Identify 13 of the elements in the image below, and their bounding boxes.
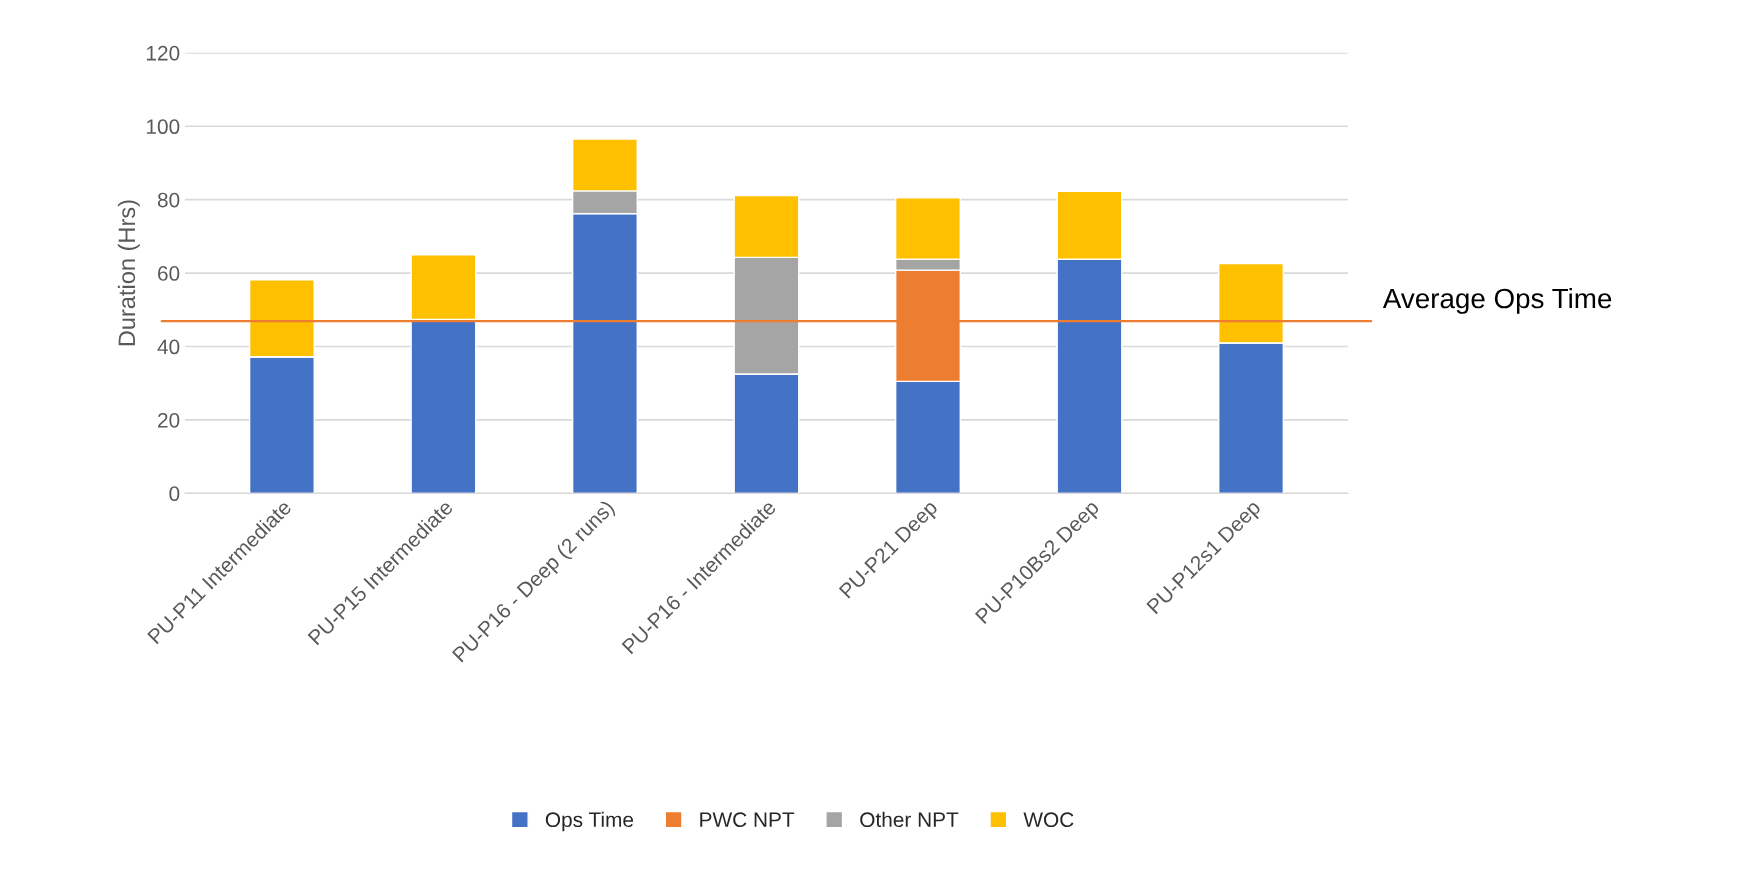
y-tick-label: 20 <box>158 412 180 428</box>
y-tick-label: 0 <box>169 486 180 502</box>
y-tick-label: 40 <box>157 339 180 355</box>
y-tick-label: 100 <box>146 119 180 135</box>
y-tick-label: 60 <box>158 266 180 281</box>
y-tick-label: 120 <box>146 45 180 61</box>
legend-label: Ops Time <box>545 811 634 832</box>
y-axis-title: Duration (Hrs) <box>117 200 140 346</box>
legend-label: PWC NPT <box>700 812 795 828</box>
legend-label: WOC <box>1023 812 1074 828</box>
y-tick-label: 80 <box>157 192 180 208</box>
ref-line-label: Average Ops Time <box>1382 287 1612 314</box>
legend-label: Other NPT <box>860 811 959 828</box>
